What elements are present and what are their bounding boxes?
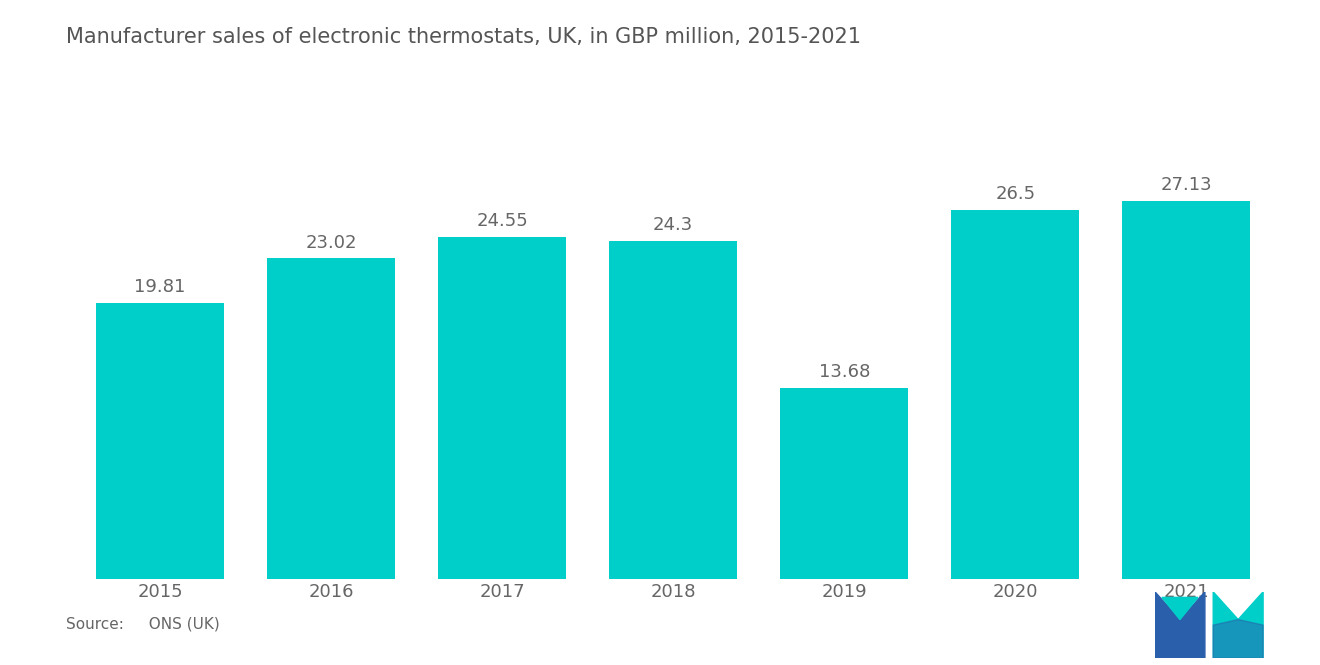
Text: 19.81: 19.81	[135, 278, 186, 296]
Text: 13.68: 13.68	[818, 363, 870, 382]
Text: 27.13: 27.13	[1160, 176, 1212, 194]
Bar	[267, 259, 395, 579]
Polygon shape	[1155, 592, 1205, 658]
Polygon shape	[1213, 620, 1263, 658]
Polygon shape	[1213, 592, 1263, 658]
Text: 24.3: 24.3	[653, 215, 693, 233]
Text: 24.55: 24.55	[477, 212, 528, 230]
Bar	[438, 237, 566, 579]
Text: Source:: Source:	[66, 616, 124, 632]
Bar	[780, 388, 908, 579]
Bar	[609, 241, 738, 579]
Bar	[1122, 201, 1250, 579]
Text: 23.02: 23.02	[305, 233, 356, 251]
Text: 26.5: 26.5	[995, 185, 1035, 203]
Polygon shape	[1162, 597, 1199, 620]
Bar	[952, 210, 1080, 579]
Text: Manufacturer sales of electronic thermostats, UK, in GBP million, 2015-2021: Manufacturer sales of electronic thermos…	[66, 27, 861, 47]
Text: ONS (UK): ONS (UK)	[139, 616, 219, 632]
Bar	[96, 303, 224, 579]
